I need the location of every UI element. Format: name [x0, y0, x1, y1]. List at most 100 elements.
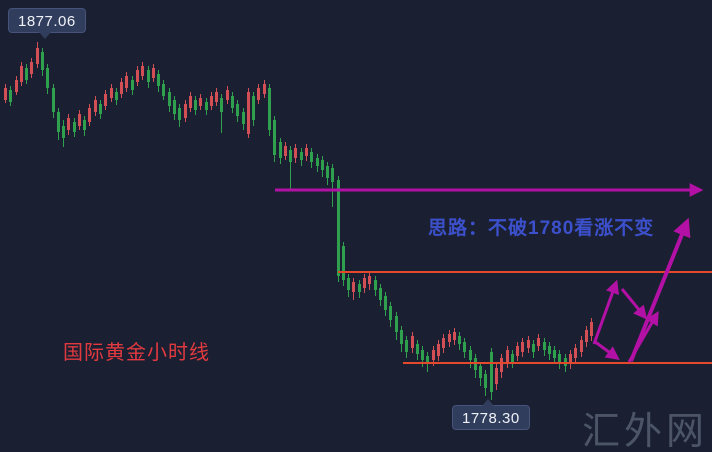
candle-body — [114, 92, 118, 100]
candle-body — [473, 358, 477, 370]
candle-body — [257, 88, 261, 100]
candle-body — [4, 88, 7, 100]
candle-body — [299, 152, 303, 160]
candle-body — [500, 358, 504, 372]
candle-body — [146, 70, 150, 82]
candle-body — [389, 306, 393, 320]
candle-body — [436, 344, 440, 356]
candle-body — [526, 340, 530, 348]
candle-body — [421, 350, 425, 360]
watermark-text: 汇外网 — [582, 411, 709, 452]
candle-body — [62, 126, 66, 138]
chart-title-label: 国际黄金小时线 — [63, 342, 210, 364]
candle-body — [151, 68, 155, 78]
candle-body — [130, 80, 134, 90]
tooltip-pointer-up-icon — [482, 399, 494, 406]
candle-body — [183, 104, 187, 118]
candle-body — [516, 346, 520, 356]
candle-body — [484, 374, 488, 388]
candle-body — [584, 330, 588, 342]
candle-body — [590, 322, 594, 336]
candle-body — [553, 350, 557, 358]
candle-body — [558, 354, 562, 362]
candle-body — [579, 340, 583, 352]
candle-body — [120, 82, 124, 94]
candle-body — [136, 70, 139, 82]
candle-body — [563, 358, 567, 366]
candle-body — [194, 100, 198, 110]
candle-body — [109, 88, 113, 98]
candle-body — [547, 346, 551, 354]
candle-body — [88, 108, 92, 122]
candle-body — [410, 336, 414, 348]
candle-body — [56, 112, 60, 132]
candle-wick — [221, 94, 223, 133]
candle-body — [273, 120, 277, 155]
price-tooltip-low: 1778.30 — [452, 399, 530, 430]
candle-body — [489, 352, 493, 392]
candle-body — [336, 180, 340, 276]
candle-body — [25, 68, 29, 80]
candle-body — [400, 330, 403, 344]
candle-body — [331, 168, 335, 182]
candle-body — [537, 338, 541, 346]
candle-body — [231, 96, 235, 108]
candle-body — [19, 66, 23, 82]
candle-body — [35, 48, 39, 64]
candle-body — [304, 148, 308, 156]
candle-body — [384, 296, 388, 310]
candle-body — [363, 278, 367, 288]
candle-body — [204, 102, 208, 110]
tooltip-pointer-down-icon — [39, 32, 51, 39]
candle-body — [442, 338, 446, 348]
candle-body — [199, 98, 203, 106]
candle-body — [468, 350, 472, 360]
candle-body — [99, 104, 103, 114]
candle-body — [289, 150, 293, 162]
candle-body — [431, 350, 435, 360]
candle-body — [141, 66, 145, 76]
candle-body — [225, 90, 229, 100]
candle-body — [268, 88, 271, 130]
candle-body — [405, 340, 409, 352]
candle-body — [262, 84, 266, 94]
candle-body — [188, 96, 192, 108]
candle-body — [83, 120, 87, 130]
candle-body — [574, 348, 578, 358]
candle-body — [394, 316, 398, 332]
candle-body — [246, 92, 250, 134]
price-tooltip-low-label: 1778.30 — [462, 410, 520, 427]
candle-body — [172, 100, 176, 114]
candle-body — [77, 114, 81, 126]
trade-idea-text: 思路：不破1780看涨不变 — [428, 218, 655, 239]
candle-body — [14, 80, 18, 92]
candle-body — [283, 146, 287, 156]
candle-body — [315, 158, 319, 166]
candle-body — [67, 118, 71, 130]
candle-body — [542, 342, 546, 350]
candle-body — [357, 284, 361, 292]
candle-body — [167, 92, 171, 106]
price-tooltip-high-label: 1877.06 — [18, 13, 76, 30]
candle-body — [320, 160, 324, 170]
candle-body — [521, 342, 525, 352]
candle-body — [241, 112, 245, 124]
candle-body — [278, 142, 282, 158]
candle-body — [178, 108, 182, 120]
candle-body — [510, 354, 514, 362]
candle-body — [495, 368, 499, 384]
candle-body — [162, 84, 166, 96]
candle-body — [415, 344, 419, 354]
candle-body — [310, 152, 314, 162]
candle-body — [463, 342, 467, 352]
candle-body — [215, 92, 219, 102]
candle-body — [532, 344, 535, 352]
candle-body — [157, 74, 161, 86]
candle-body — [236, 104, 240, 116]
candle-body — [373, 280, 377, 290]
candle-body — [294, 148, 298, 158]
candle-body — [252, 96, 256, 120]
candle-body — [40, 52, 44, 70]
candle-body — [341, 246, 345, 280]
